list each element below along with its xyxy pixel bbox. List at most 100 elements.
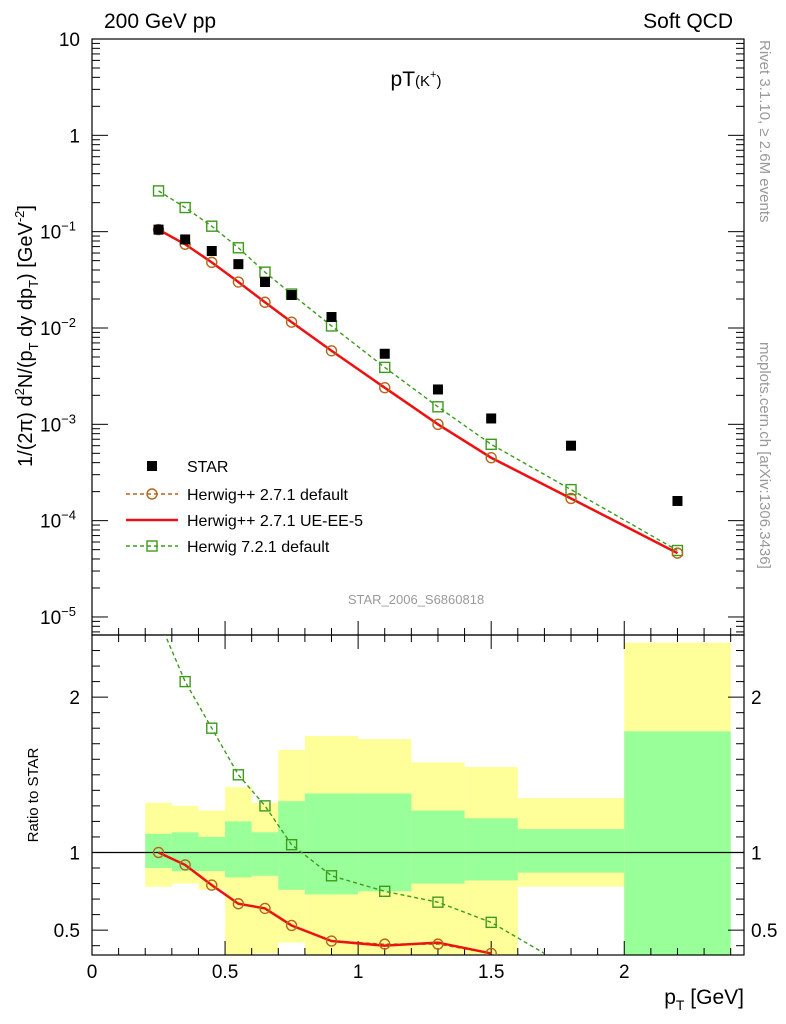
plot-title-sup: + bbox=[430, 69, 436, 81]
herwig7-point bbox=[152, 185, 165, 197]
ratio-herwig7-point bbox=[379, 885, 391, 898]
ratio-y-axis-label: Ratio to STAR bbox=[25, 747, 42, 842]
ratio-herwig7-point bbox=[485, 916, 497, 929]
herwigpp-default-point bbox=[485, 452, 497, 464]
herwig7-point bbox=[565, 483, 577, 496]
ratio-herwig7-point bbox=[154, 614, 164, 624]
band-yellow-4 bbox=[251, 802, 279, 954]
herwigpp-default-point bbox=[379, 381, 391, 394]
herwigpp-default-point bbox=[285, 316, 298, 328]
star-point bbox=[286, 290, 297, 301]
x-tick-label: 1 bbox=[353, 962, 364, 983]
main-series bbox=[152, 185, 684, 559]
ratio-herwig7-point bbox=[206, 722, 218, 734]
ratio-herwigpp-default-point bbox=[432, 938, 444, 950]
ratio-herwig7-point bbox=[432, 896, 444, 908]
y-tick-label: 10−4 bbox=[40, 508, 76, 533]
main-y-axis-ticks: 10 1 10−1 10−2 10−3 10−4 10−5 bbox=[40, 30, 744, 633]
y-tick-label: 10−2 bbox=[40, 315, 76, 340]
star-point bbox=[566, 440, 577, 451]
band-green-8 bbox=[411, 810, 465, 884]
band-green-4 bbox=[251, 832, 279, 876]
ratio-series bbox=[152, 614, 545, 955]
x-axis-label: pT [GeV] bbox=[664, 986, 744, 1013]
herwig7-point bbox=[232, 242, 245, 254]
x-tick-label: 0 bbox=[87, 962, 98, 983]
ratio-herwigpp-default-point bbox=[379, 938, 391, 950]
ratio-herwigpp-default-point bbox=[485, 947, 497, 955]
ratio-herwig7-point bbox=[285, 839, 298, 851]
herwigpp-default-point bbox=[671, 547, 684, 559]
legend-label-star: STAR bbox=[187, 459, 228, 476]
band-green-11 bbox=[624, 731, 731, 955]
herwig7-point bbox=[179, 201, 191, 214]
ratio-herwig7-point bbox=[179, 675, 191, 688]
star-point bbox=[153, 224, 164, 235]
star-point bbox=[379, 348, 390, 359]
ratio-y-tick-label-right: 1 bbox=[751, 843, 762, 864]
legend-label-herwigpp-ueee5: Herwig++ 2.7.1 UE-EE-5 bbox=[187, 513, 363, 530]
legend: STAR Herwig++ 2.7.1 default Herwig++ 2.7… bbox=[126, 459, 363, 556]
ratio-herwig7-point bbox=[325, 870, 338, 882]
band-green-0 bbox=[145, 833, 172, 869]
y-tick-label: 10−5 bbox=[40, 604, 76, 629]
herwigpp-default-point bbox=[325, 345, 338, 357]
ratio-y-tick-label: 0.5 bbox=[54, 921, 80, 942]
legend-marker-herwig7 bbox=[146, 540, 158, 552]
herwigpp-default-point bbox=[259, 296, 271, 308]
x-tick-label: 1.5 bbox=[478, 962, 504, 983]
ratio-herwig7-point bbox=[232, 769, 245, 781]
star-point bbox=[432, 384, 443, 395]
ratio-herwigpp-default-point bbox=[232, 898, 245, 910]
ratio-herwigpp-default-point bbox=[285, 919, 298, 932]
x-axis-ticks: 0 0.5 1 1.5 2 bbox=[87, 621, 732, 983]
ratio-plot-frame bbox=[91, 634, 745, 956]
ratio-herwig7-line bbox=[164, 635, 545, 955]
analysis-id: STAR_2006_S6860818 bbox=[348, 592, 484, 607]
ratio-y-tick-label: 2 bbox=[69, 688, 80, 709]
star-point bbox=[259, 277, 270, 288]
star-point bbox=[486, 413, 497, 424]
star-point bbox=[206, 245, 217, 256]
ratio-y-tick-label: 1 bbox=[69, 843, 80, 864]
star-point bbox=[672, 495, 683, 506]
herwigpp-default-point bbox=[232, 276, 245, 288]
legend-label-herwig7: Herwig 7.2.1 default bbox=[187, 539, 330, 556]
plot-title-main: pT bbox=[391, 68, 416, 91]
band-green-6 bbox=[304, 793, 359, 895]
herwig7-point bbox=[485, 438, 497, 451]
band-green-7 bbox=[358, 793, 412, 892]
herwigpp-default-point bbox=[432, 418, 444, 431]
band-green-2 bbox=[198, 836, 226, 872]
y-tick-label: 10 bbox=[59, 30, 80, 51]
herwigpp-default-point bbox=[565, 492, 577, 505]
x-tick-label: 2 bbox=[619, 962, 630, 983]
ratio-herwigpp-ueee5-line bbox=[158, 851, 492, 955]
band-green-10 bbox=[517, 829, 625, 873]
main-y-axis-label: 1/(2π) d2N/(pT dy dpT) [GeV-2] bbox=[12, 205, 41, 467]
band-green-5 bbox=[278, 801, 305, 890]
header-left: 200 GeV pp bbox=[104, 10, 216, 33]
legend-label-herwigpp-default: Herwig++ 2.7.1 default bbox=[187, 487, 349, 504]
herwig7-point bbox=[206, 220, 218, 232]
plot-title-sub: (K bbox=[415, 73, 430, 90]
plot-title: pT(K+) bbox=[391, 68, 442, 91]
y-tick-label: 10−1 bbox=[40, 219, 76, 244]
y-tick-label: 1 bbox=[69, 126, 80, 147]
header-right: Soft QCD bbox=[643, 10, 733, 33]
star-point bbox=[180, 234, 191, 245]
mcplots-label: mcplots.cern.ch [arXiv:1306.3436] bbox=[756, 342, 773, 569]
ratio-herwigpp-default-point bbox=[179, 859, 191, 871]
ratio-y-tick-label-right: 2 bbox=[751, 688, 762, 709]
legend-marker-star bbox=[147, 461, 157, 471]
star-point bbox=[326, 312, 337, 323]
ratio-herwigpp-default-point bbox=[206, 879, 218, 891]
herwig7-point bbox=[432, 401, 444, 413]
legend-marker-herwigpp-default bbox=[146, 488, 158, 500]
herwig7-point bbox=[379, 361, 391, 374]
ratio-herwigpp-default-point bbox=[152, 846, 165, 859]
star-point bbox=[233, 259, 244, 270]
ratio-uncertainty-bands bbox=[145, 642, 731, 955]
herwigpp-default-point bbox=[206, 256, 218, 269]
